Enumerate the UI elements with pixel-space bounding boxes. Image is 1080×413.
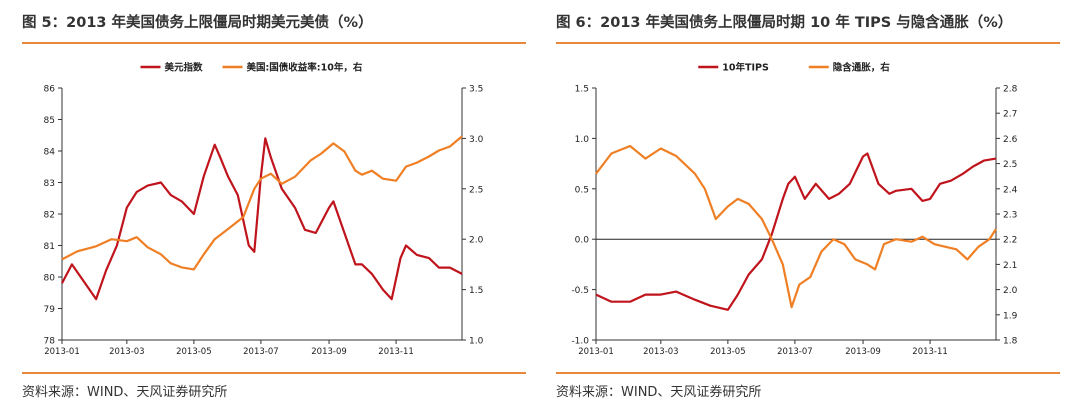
y-left-tick-label: 0.5 bbox=[575, 185, 589, 195]
title-rule bbox=[22, 42, 526, 44]
y-left-tick-label: 81 bbox=[44, 242, 55, 252]
y-left-tick-label: -0.5 bbox=[571, 286, 589, 296]
y-right-tick-label: 2.0 bbox=[1003, 286, 1018, 296]
y-right-tick-label: 1.9 bbox=[1003, 311, 1018, 321]
x-tick-label: 2013-03 bbox=[109, 347, 145, 357]
y-right-tick-label: 2.1 bbox=[1003, 261, 1017, 271]
source-note: 资料来源：WIND、天风证券研究所 bbox=[556, 385, 762, 400]
source-rule bbox=[22, 372, 526, 374]
y-left-tick-label: 85 bbox=[44, 116, 55, 126]
y-right-tick-label: 1.0 bbox=[469, 337, 484, 347]
y-right-tick-label: 2.8 bbox=[1003, 85, 1018, 95]
x-tick-label: 2013-09 bbox=[845, 347, 881, 357]
y-right-tick-label: 2.4 bbox=[1003, 185, 1018, 195]
chart-title: 图 6：2013 年美国债务上限僵局时期 10 年 TIPS 与隐含通胀（%） bbox=[556, 15, 1013, 31]
y-left-tick-label: 84 bbox=[44, 148, 56, 158]
y-left-tick-label: 1.5 bbox=[575, 85, 589, 95]
source-note: 资料来源：WIND、天风证券研究所 bbox=[22, 385, 228, 400]
series-line bbox=[61, 137, 463, 301]
y-right-tick-label: 2.5 bbox=[469, 185, 483, 195]
y-right-tick-label: 2.5 bbox=[1003, 160, 1017, 170]
chart-dollar-yield: 78 79 80 81 82 83 84 85 86 1.0 1.5 2.0 2.5 3.0 3.5 2013… bbox=[44, 62, 484, 358]
y-left-tick-label: 82 bbox=[44, 211, 55, 221]
y-left-tick-label: 83 bbox=[44, 179, 55, 189]
x-tick-label: 2013-07 bbox=[777, 347, 813, 357]
source-rule bbox=[556, 372, 1060, 374]
y-left-tick-label: 78 bbox=[44, 337, 56, 347]
title-rule bbox=[556, 42, 1060, 44]
y-right-tick-label: 2.7 bbox=[1003, 110, 1017, 120]
y-right-tick-label: 2.3 bbox=[1003, 211, 1017, 221]
y-right-tick-label: 1.8 bbox=[1003, 337, 1018, 347]
x-tick-label: 2013-09 bbox=[311, 347, 347, 357]
y-left-tick-label: 79 bbox=[44, 305, 56, 315]
x-tick-label: 2013-11 bbox=[378, 347, 414, 357]
x-tick-label: 2013-11 bbox=[912, 347, 948, 357]
chart-panel-left: 图 5：2013 年美国债务上限僵局时期美元美债（%） 78 79 80 81 82 83… bbox=[22, 0, 526, 413]
x-tick-label: 2013-07 bbox=[243, 347, 279, 357]
y-left-tick-label: 80 bbox=[44, 274, 56, 284]
x-tick-label: 2013-01 bbox=[578, 347, 614, 357]
legend-label: 隐含通胀，右 bbox=[833, 62, 891, 74]
y-right-tick-label: 2.0 bbox=[469, 236, 484, 246]
y-right-tick-label: 1.5 bbox=[469, 286, 483, 296]
y-right-tick-label: 3.0 bbox=[469, 135, 484, 145]
chart-panel-right: 图 6：2013 年美国债务上限僵局时期 10 年 TIPS 与隐含通胀（%） … bbox=[556, 0, 1060, 413]
series-line bbox=[61, 135, 463, 271]
y-left-tick-label: -1.0 bbox=[571, 337, 589, 347]
y-left-tick-label: 0.0 bbox=[575, 236, 590, 246]
y-right-tick-label: 2.2 bbox=[1003, 236, 1017, 246]
y-right-tick-label: 3.5 bbox=[469, 85, 483, 95]
x-tick-label: 2013-01 bbox=[44, 347, 80, 357]
y-left-tick-label: 1.0 bbox=[575, 135, 590, 145]
legend-label: 10年TIPS bbox=[722, 62, 769, 74]
x-tick-label: 2013-03 bbox=[643, 347, 679, 357]
series-line bbox=[595, 144, 997, 309]
x-tick-label: 2013-05 bbox=[176, 347, 212, 357]
chart-title: 图 5：2013 年美国债务上限僵局时期美元美债（%） bbox=[22, 15, 373, 31]
y-right-tick-label: 2.6 bbox=[1003, 135, 1018, 145]
chart-tips-inflation: -1.0 -0.5 0.0 0.5 1.0 1.5 1.8 1.9 2.0 2.1 2.2 2.3 2.… bbox=[571, 62, 1018, 358]
legend-label: 美国:国债收益率:10年，右 bbox=[246, 62, 363, 74]
y-left-tick-label: 86 bbox=[44, 85, 56, 95]
legend-label: 美元指数 bbox=[164, 62, 204, 74]
x-tick-label: 2013-05 bbox=[710, 347, 746, 357]
series-line bbox=[595, 152, 997, 311]
